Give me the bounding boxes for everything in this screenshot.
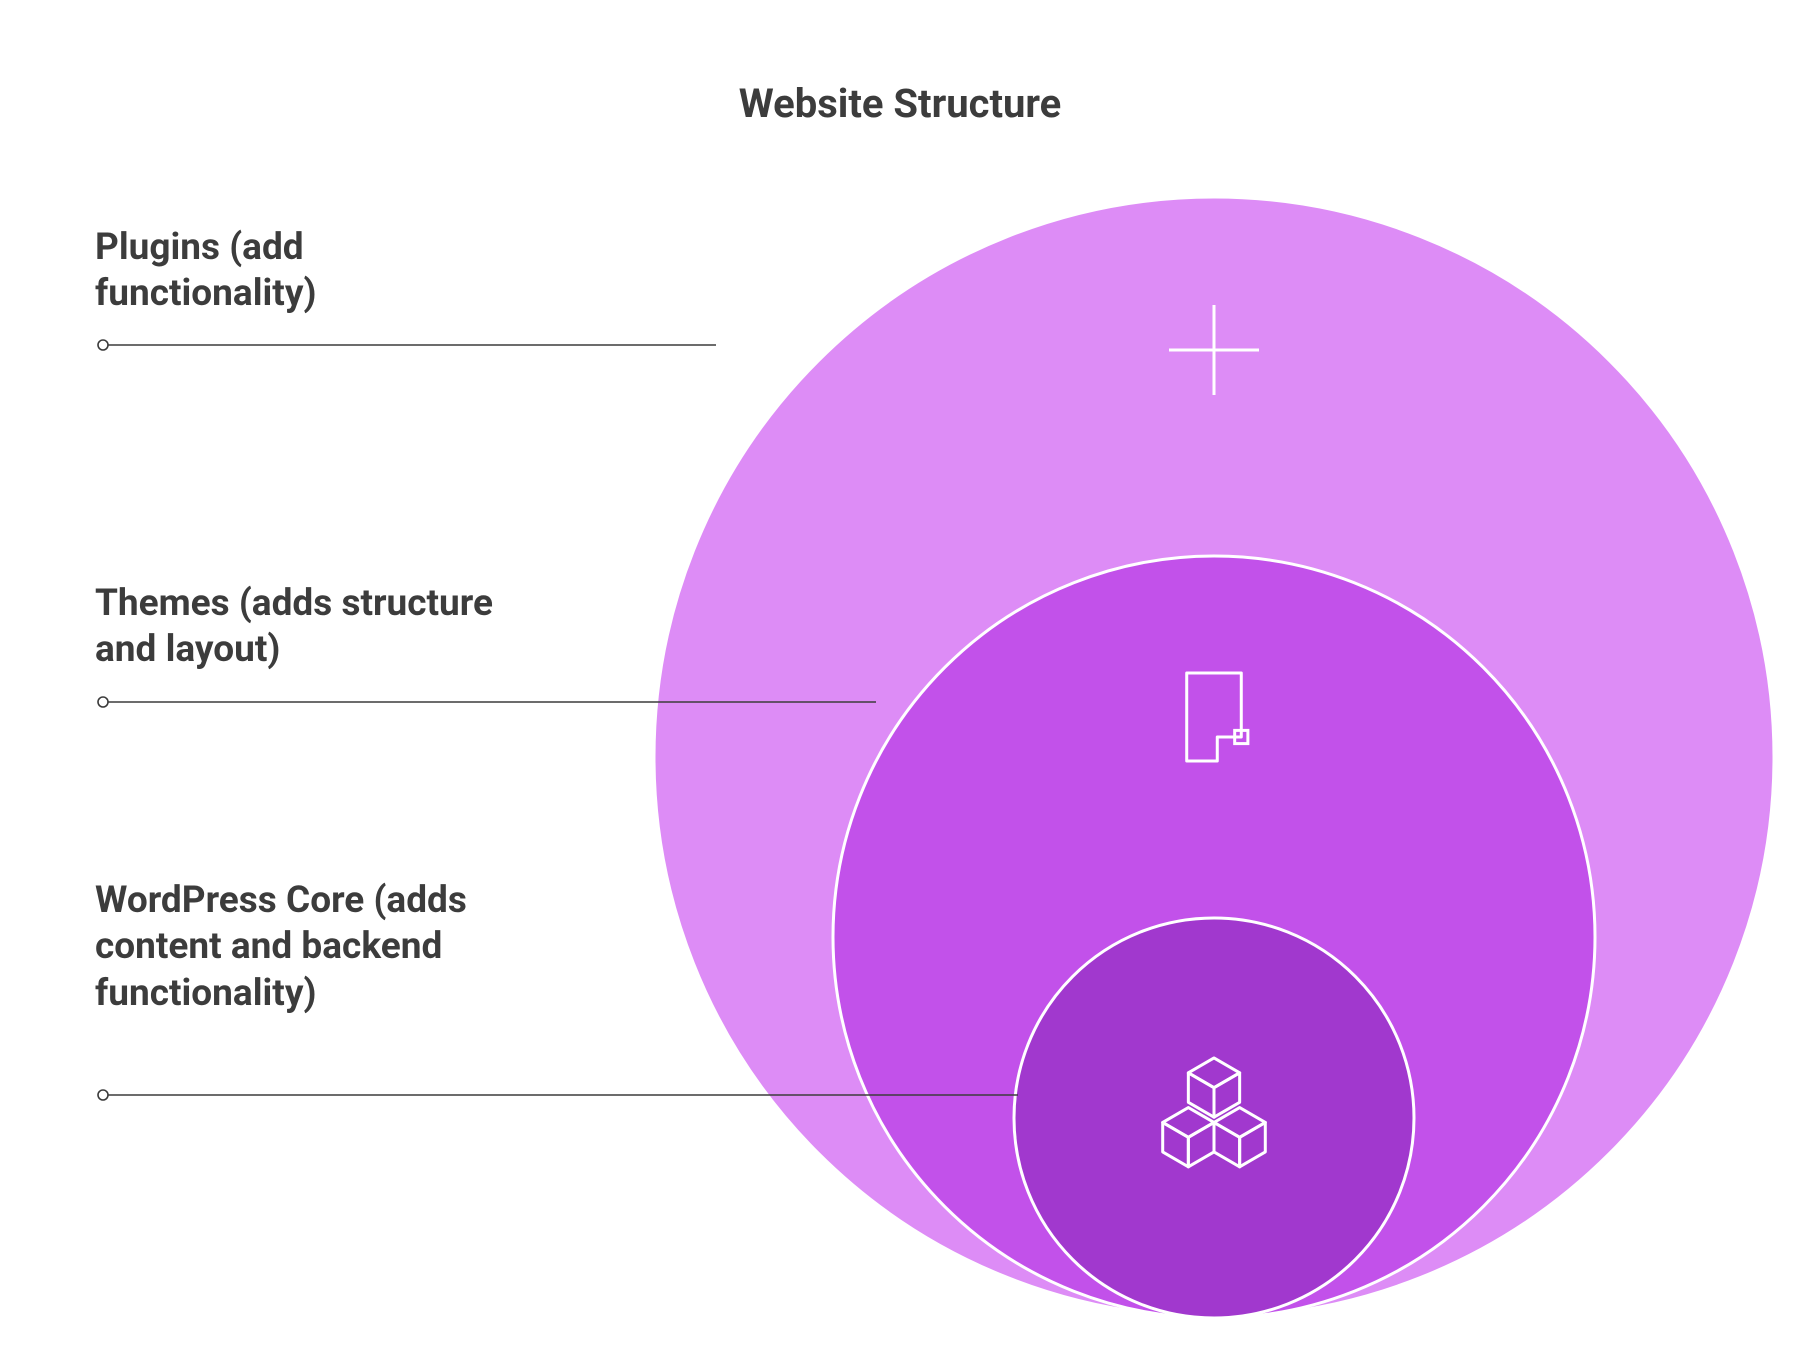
core-label: WordPress Core (adds content and backend…: [95, 878, 495, 1017]
diagram-svg: [0, 0, 1800, 1358]
plugins-label: Plugins (add functionality): [95, 225, 475, 318]
themes-label: Themes (adds structure and layout): [95, 581, 515, 674]
plugins-leader: [98, 340, 716, 350]
diagram-canvas: Website Structure Plugins (add functiona…: [0, 0, 1800, 1358]
diagram-title: Website Structure: [0, 80, 1800, 127]
